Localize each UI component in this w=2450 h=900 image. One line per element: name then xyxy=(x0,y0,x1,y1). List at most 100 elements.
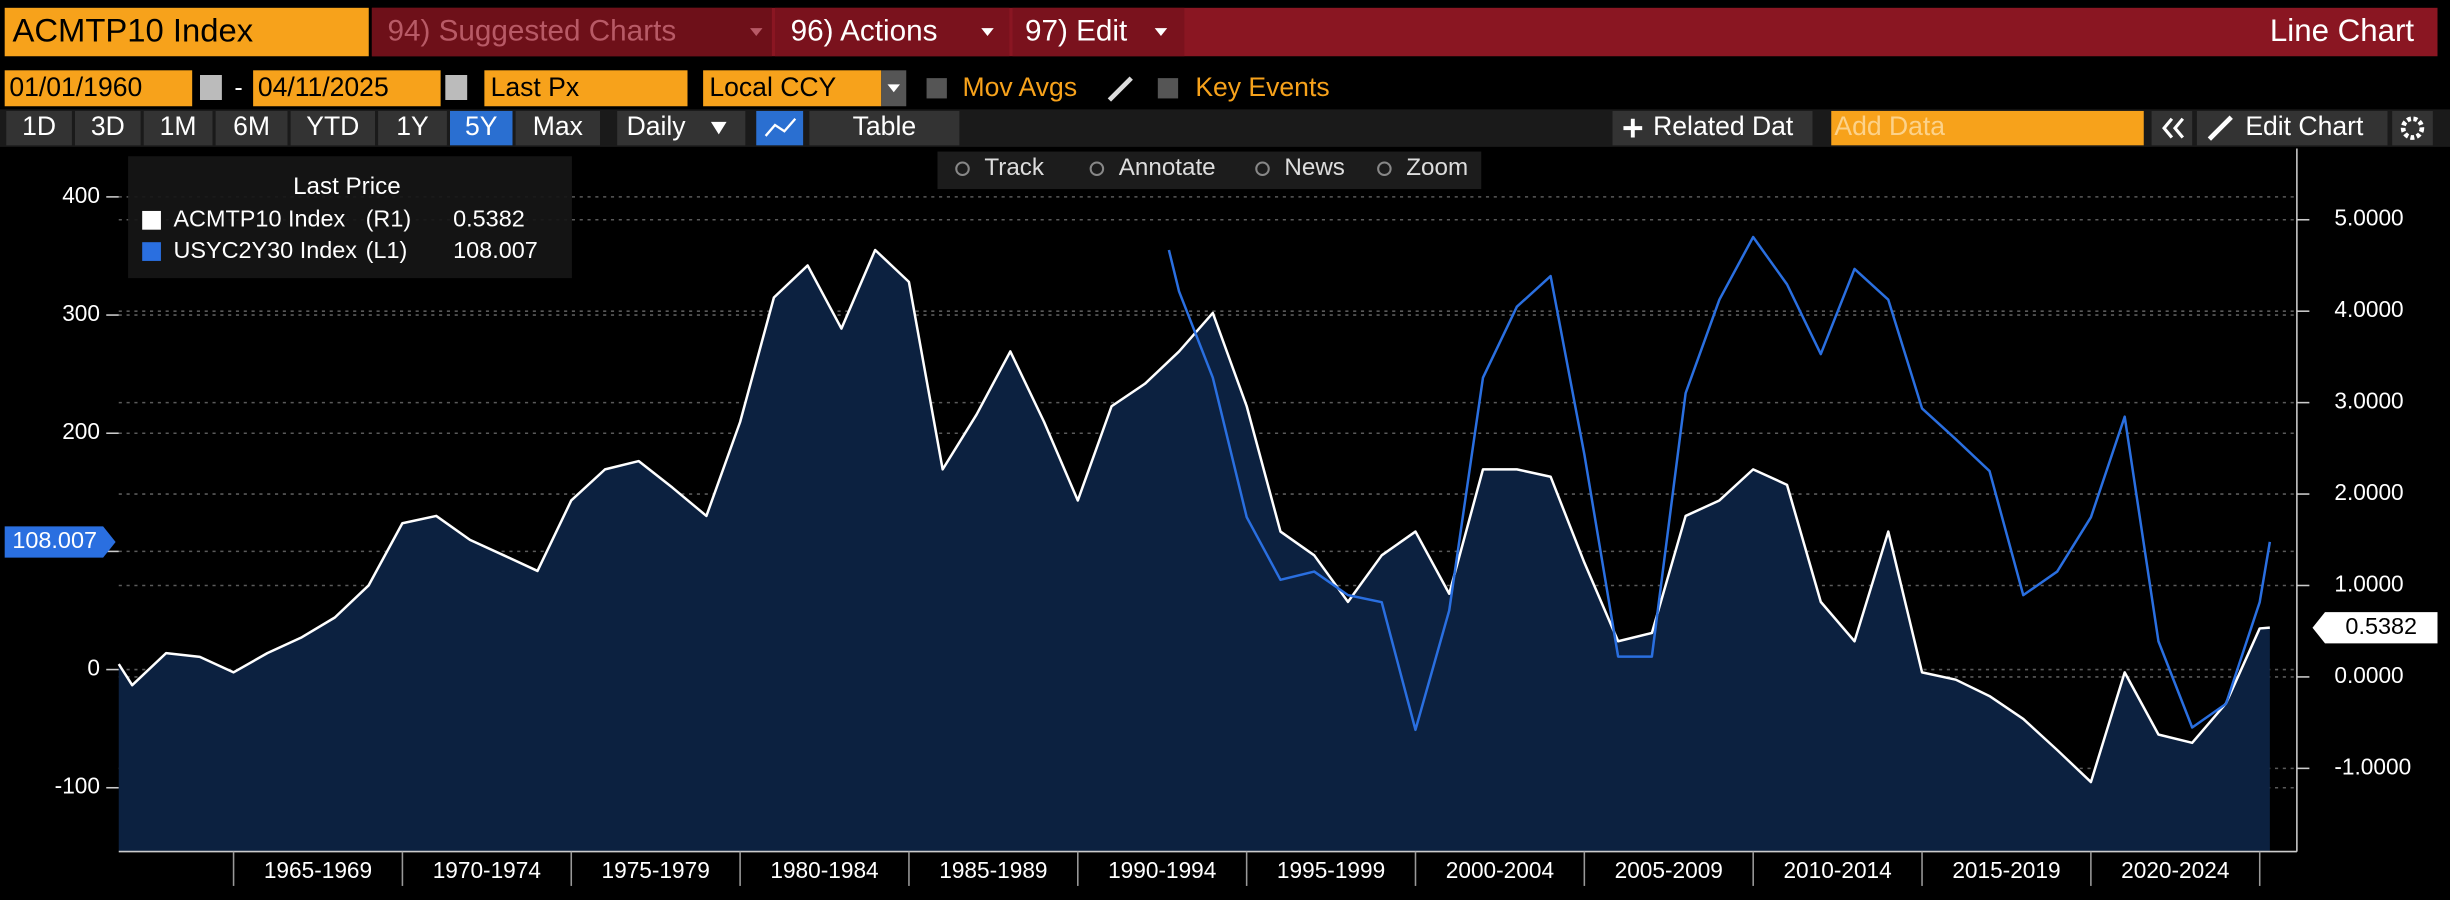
legend-box xyxy=(128,156,572,279)
collapse-button[interactable] xyxy=(2151,110,2193,146)
chart-icon xyxy=(764,117,797,137)
date-separator: - xyxy=(234,74,242,102)
plus-icon xyxy=(1623,118,1643,138)
line xyxy=(1167,235,2272,732)
menu: 94) Suggested Charts xyxy=(388,15,677,48)
frequency: Daily xyxy=(627,111,687,141)
field: Last Px xyxy=(491,72,580,102)
y2-tick-label: 3.0000 xyxy=(2334,388,2403,414)
security: ACMTP10 Index xyxy=(13,11,254,48)
currency: Local CCY xyxy=(709,72,836,102)
tool[interactable]: Track xyxy=(984,154,1045,181)
period-button[interactable] xyxy=(75,110,141,146)
legend: ACMTP10 Index (R1) 0.5382 USYC2Y30 Index (L1… xyxy=(142,206,538,263)
security-field[interactable] xyxy=(4,7,369,57)
pencil-icon xyxy=(2207,115,2233,141)
period-button[interactable] xyxy=(143,110,213,146)
x-tick-label: 2020-2024 xyxy=(2121,857,2229,883)
settings-button[interactable] xyxy=(2392,110,2433,146)
x-tick-label: 1990-1994 xyxy=(1108,857,1216,883)
value-tag xyxy=(2312,612,2438,644)
related-button[interactable] xyxy=(1612,110,1813,146)
table-button[interactable] xyxy=(809,110,960,146)
end-date: 04/11/2025 xyxy=(258,72,389,102)
tool-icon xyxy=(1377,161,1392,177)
tool[interactable]: Annotate xyxy=(1119,154,1216,181)
chart-type: Line Chart xyxy=(2270,13,2414,48)
calendar-icon[interactable] xyxy=(445,75,468,100)
menu-button[interactable] xyxy=(371,7,772,57)
dropdown-icon xyxy=(981,28,994,36)
x-tick-label: 2010-2014 xyxy=(1783,857,1891,883)
dropdown-icon xyxy=(1154,28,1168,36)
period: 5Y xyxy=(465,111,498,141)
period-button[interactable] xyxy=(215,110,288,146)
add-data-field[interactable] xyxy=(1831,110,2144,146)
y-tick-label: -100 xyxy=(55,773,100,799)
tool-icon xyxy=(1089,161,1105,177)
period: 1Y xyxy=(396,111,429,141)
start-date-field[interactable] xyxy=(4,70,193,107)
field-select[interactable] xyxy=(484,70,688,107)
tool[interactable]: Zoom xyxy=(1406,154,1468,181)
tool-icon xyxy=(1255,161,1270,177)
checkbox[interactable] xyxy=(1157,78,1179,99)
tool[interactable]: News xyxy=(1284,154,1345,181)
y-tick-label: 200 xyxy=(62,418,100,444)
legend-title: Last Price xyxy=(293,173,401,200)
legend-name: USYC2Y30 Index xyxy=(173,237,357,263)
period-button[interactable] xyxy=(378,110,447,146)
period: 3D xyxy=(91,111,125,141)
tool-icon xyxy=(955,161,970,177)
menu-button[interactable] xyxy=(1012,7,1185,57)
related: Related Dat xyxy=(1653,111,1794,141)
y-tick-label: 0 xyxy=(87,655,100,681)
end-date-field[interactable] xyxy=(253,70,441,107)
period: 6M xyxy=(233,111,270,141)
value-tag-label: 0.5382 xyxy=(2345,613,2417,639)
legend-value: 108.007 xyxy=(453,237,538,263)
period-button[interactable] xyxy=(515,110,600,146)
x-tick-label: 1970-1974 xyxy=(433,857,541,883)
menu: 97) Edit xyxy=(1025,15,1128,48)
calendar-icon[interactable] xyxy=(200,75,222,100)
legend-axis: (L1) xyxy=(366,237,408,263)
period: Max xyxy=(533,111,583,141)
y2-tick-label: 0.0000 xyxy=(2334,662,2403,688)
period-button[interactable] xyxy=(450,110,513,146)
period-button[interactable] xyxy=(290,110,375,146)
y-tick-label: 400 xyxy=(62,182,100,208)
add-data: Add Data xyxy=(1834,111,1945,141)
pencil-icon xyxy=(1107,76,1133,102)
x-tick-label: 2000-2004 xyxy=(1446,857,1554,883)
menu-button[interactable] xyxy=(775,7,1010,57)
period: 1D xyxy=(22,111,56,141)
currency-select[interactable] xyxy=(703,70,882,107)
frequency-button[interactable] xyxy=(617,110,746,146)
option: Key Events xyxy=(1195,72,1329,102)
period: YTD xyxy=(306,111,359,141)
x-tick-label: 2005-2009 xyxy=(1615,857,1723,883)
x-tick-label: 1965-1969 xyxy=(264,857,372,883)
legend-swatch xyxy=(142,242,161,261)
x-tick-label: 1985-1989 xyxy=(939,857,1047,883)
legend-axis: (R1) xyxy=(366,206,412,232)
y2-tick-label: 2.0000 xyxy=(2334,479,2403,505)
x-tick-label: 1980-1984 xyxy=(770,857,878,883)
period: 1M xyxy=(160,111,197,141)
period-button[interactable] xyxy=(6,110,72,146)
edit-chart: Edit Chart xyxy=(2245,111,2364,141)
y2-tick-label: 1.0000 xyxy=(2334,570,2403,596)
dropdown-icon xyxy=(750,28,763,36)
y2-tick-label: -1.0000 xyxy=(2334,753,2411,779)
x-tick-label: 2015-2019 xyxy=(1952,857,2060,883)
option: Mov Avgs xyxy=(963,72,1078,102)
table: Table xyxy=(853,111,916,141)
checkbox[interactable] xyxy=(926,78,947,99)
last-value-tags: 0.5382 108.007 xyxy=(4,526,2438,644)
legend-name: ACMTP10 Index xyxy=(173,206,345,232)
legend-swatch xyxy=(142,210,161,230)
gear-icon xyxy=(2400,116,2425,140)
x-tick-label: 1975-1979 xyxy=(602,857,710,883)
